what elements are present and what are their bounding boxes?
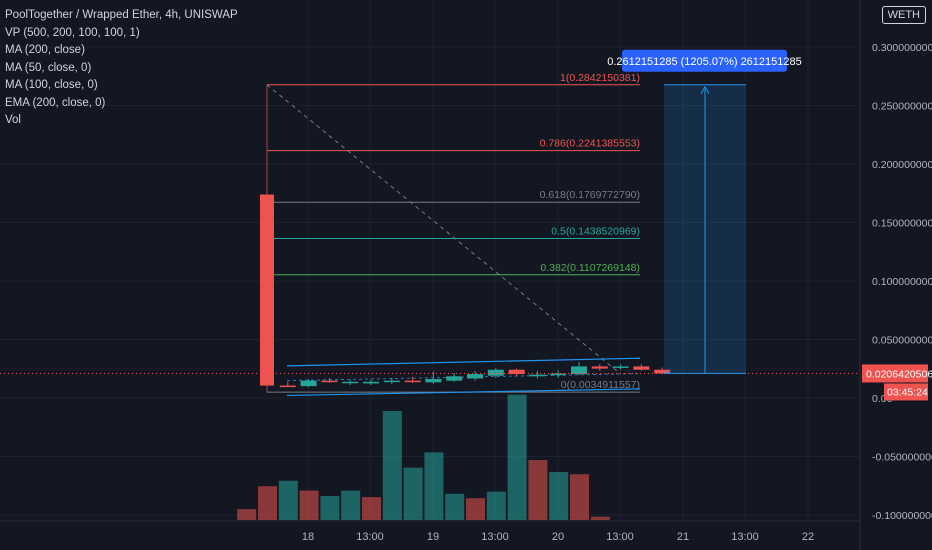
volume-bar: [590, 516, 610, 520]
indicator-ma-50[interactable]: MA (50, close, 0): [5, 61, 92, 74]
volume-bar: [258, 486, 277, 520]
symbol-title[interactable]: PoolTogether / Wrapped Ether, 4h, UNISWA…: [5, 9, 238, 21]
indicator-volume[interactable]: Vol: [5, 114, 21, 126]
time-tick-label: 20: [552, 531, 564, 543]
candle-body: [383, 380, 400, 383]
countdown-label: 03:45:24: [887, 386, 928, 398]
indicator-ema-200[interactable]: EMA (200, close, 0): [5, 96, 106, 109]
candle-body: [404, 380, 421, 383]
channel-upper-line: [286, 357, 641, 367]
fibonacci-retracement: 1(0.2842150381) 0.786(0.2241385553) 0.618(…: [266, 72, 640, 393]
time-tick-label: 19: [427, 531, 439, 543]
volume-bar: [403, 467, 423, 520]
fib-level-label: 1(0.2842150381): [560, 72, 640, 84]
candle-body: [321, 380, 338, 383]
chart-grid: [0, 0, 860, 520]
candle-body: [300, 380, 317, 387]
indicator-vp[interactable]: VP (500, 200, 100, 100, 1): [5, 26, 140, 39]
volume-bar: [382, 411, 402, 520]
fib-trend-line: [266, 84, 621, 374]
volume-bar: [570, 474, 589, 520]
candle-body: [550, 373, 567, 376]
candle-body: [654, 369, 671, 374]
candle-body: [467, 374, 483, 379]
volume-bar: [528, 460, 548, 520]
volume-bar: [466, 498, 485, 520]
candle-body: [446, 376, 463, 381]
time-tick-label: 13:00: [606, 531, 634, 543]
time-tick-label: 13:00: [731, 531, 759, 543]
candle-body: [633, 366, 650, 370]
volume-bar: [299, 490, 319, 520]
volume-bar: [320, 496, 340, 520]
time-axis: 18 13:00 19 13:00 20 13:00 21 13:00 22: [0, 520, 860, 543]
channel-mid-line: [286, 373, 641, 382]
time-tick-label: 22: [802, 531, 814, 543]
volume-bar: [341, 490, 361, 520]
parallel-channel: [286, 357, 641, 397]
candle-body: [508, 369, 525, 375]
measure-label: 0.2612151285 (1205.07%) 2612151285: [607, 56, 802, 68]
last-price-box: [862, 364, 928, 383]
volume-bar: [549, 472, 569, 520]
candle-body: [363, 381, 379, 384]
candle-body: [279, 385, 296, 388]
volume-bar: [278, 480, 298, 520]
time-tick-label: 13:00: [356, 531, 384, 543]
candle-body: [342, 381, 359, 384]
volume-bar: [507, 394, 527, 520]
price-range-measure: 0.2612151285 (1205.07%) 2612151285: [607, 49, 802, 374]
volume-bar: [424, 452, 444, 520]
volume-bar: [362, 497, 381, 520]
measure-label-box: [622, 49, 787, 72]
last-price-label: 0.0206420506: [866, 368, 932, 380]
candle-body: [571, 366, 587, 375]
indicator-ma-100[interactable]: MA (100, close, 0): [5, 79, 98, 91]
time-tick-label: 13:00: [481, 531, 509, 543]
quote-currency-button[interactable]: WETH: [881, 6, 926, 24]
fib-level-label: 0.786(0.2241385553): [540, 138, 640, 150]
countdown-box: [884, 383, 928, 401]
measure-arrow-head: [700, 85, 710, 95]
candle-body: [487, 369, 504, 376]
candle-body: [529, 374, 546, 377]
fib-level-label: 0(0.0034911557): [561, 379, 640, 391]
volume-bar: [445, 493, 465, 520]
candle-body: [612, 366, 629, 368]
time-tick-label: 21: [677, 531, 689, 543]
indicator-ma-200[interactable]: MA (200, close): [5, 44, 85, 56]
candle-body: [260, 194, 274, 386]
fib-level-label: 0.5(0.1438520969): [551, 225, 640, 237]
volume-bars: [237, 394, 610, 520]
time-tick-label: 18: [302, 531, 314, 543]
fib-level-label: 0.618(0.1769772790): [540, 189, 640, 201]
volume-bar: [237, 509, 257, 520]
fib-level-label: 0.382(0.1107269148): [540, 262, 640, 274]
channel-lower-line: [286, 388, 641, 397]
candle-body: [425, 379, 442, 383]
candle-body: [591, 366, 608, 369]
volume-bar: [486, 491, 506, 520]
chart-legend: PoolTogether / Wrapped Ether, 4h, UNISWA…: [5, 7, 238, 130]
